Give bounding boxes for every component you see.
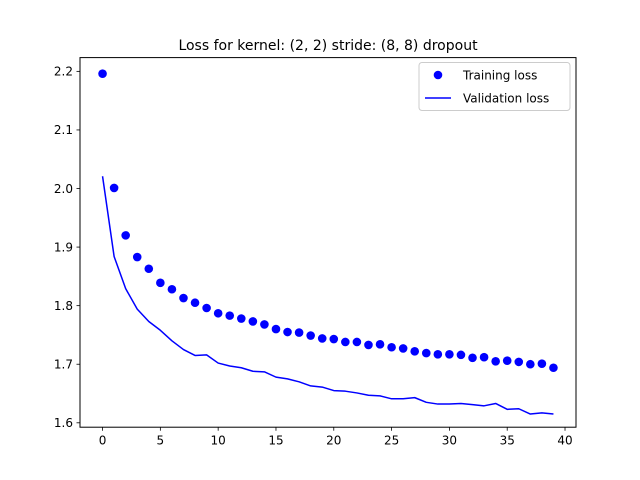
x-tick-label: 0 [99, 434, 107, 448]
y-tick-label: 1.6 [54, 416, 73, 430]
x-tick-label: 35 [500, 434, 515, 448]
training-loss-point [132, 252, 142, 262]
legend-training-label: Training loss [462, 68, 537, 82]
x-tick-label: 40 [557, 434, 572, 448]
x-tick-label: 15 [268, 434, 283, 448]
training-loss-point [479, 352, 489, 362]
x-tick-label: 20 [326, 434, 341, 448]
training-loss-point [271, 324, 281, 334]
training-loss-point [491, 357, 500, 366]
training-loss-point [156, 278, 165, 288]
training-loss-point [306, 331, 315, 340]
y-tick-label: 2.2 [54, 65, 73, 79]
training-loss-point [352, 337, 362, 347]
training-loss-point [225, 311, 235, 320]
training-loss-point [167, 284, 177, 294]
training-loss-point [537, 359, 547, 368]
training-loss-point [375, 340, 385, 349]
training-loss-point [317, 334, 327, 343]
training-loss-point [329, 334, 339, 344]
training-loss-point [445, 349, 454, 359]
training-loss-point [109, 183, 119, 193]
training-loss-point [179, 293, 188, 303]
training-loss-point [364, 340, 373, 350]
training-loss-point [410, 347, 420, 356]
x-tick-label: 30 [442, 434, 457, 448]
training-loss-point [190, 298, 200, 308]
training-loss-point [98, 69, 107, 79]
training-loss-point [433, 349, 443, 359]
training-loss-point [260, 320, 269, 329]
y-tick-label: 2.0 [54, 182, 73, 196]
plot-area [98, 69, 558, 415]
training-loss-point [236, 314, 246, 323]
training-loss-point [398, 344, 408, 353]
y-tick-label: 1.9 [54, 240, 73, 254]
training-loss-point [387, 342, 396, 352]
training-loss-point [549, 363, 558, 373]
x-tick-label: 25 [384, 434, 399, 448]
validation-loss-line [101, 176, 554, 415]
training-loss-point [514, 357, 524, 367]
training-loss-point [468, 353, 477, 363]
axes: 0 5 10 15 20 25 30 35 40 1.6 1.7 1.8 1.9 2.0 2.1 2.2 [54, 57, 577, 448]
training-loss-point [283, 327, 292, 337]
y-tick-label: 1.7 [54, 358, 73, 372]
y-tick-label: 2.1 [54, 123, 73, 137]
training-loss-point [341, 337, 350, 347]
legend: Training loss Validation loss [418, 62, 571, 111]
legend-box [418, 62, 571, 111]
training-loss-point [248, 317, 258, 326]
training-loss-point [121, 231, 130, 240]
x-tick-label: 10 [211, 434, 226, 448]
training-loss-point [526, 359, 535, 369]
legend-validation-label: Validation loss [463, 91, 549, 105]
axes-frame [79, 57, 577, 428]
training-loss-point [456, 350, 466, 360]
y-tick-label: 1.8 [54, 299, 73, 313]
training-loss-point [213, 308, 223, 318]
legend-training-marker [433, 70, 443, 80]
training-loss-point [144, 264, 154, 274]
chart-title: Loss for kernel: (2, 2) stride: (8, 8) d… [178, 38, 478, 54]
training-loss-point [421, 348, 431, 358]
training-loss-point [502, 356, 512, 366]
training-loss-point [202, 303, 211, 313]
training-loss-point [294, 328, 304, 337]
x-tick-label: 5 [157, 434, 165, 448]
